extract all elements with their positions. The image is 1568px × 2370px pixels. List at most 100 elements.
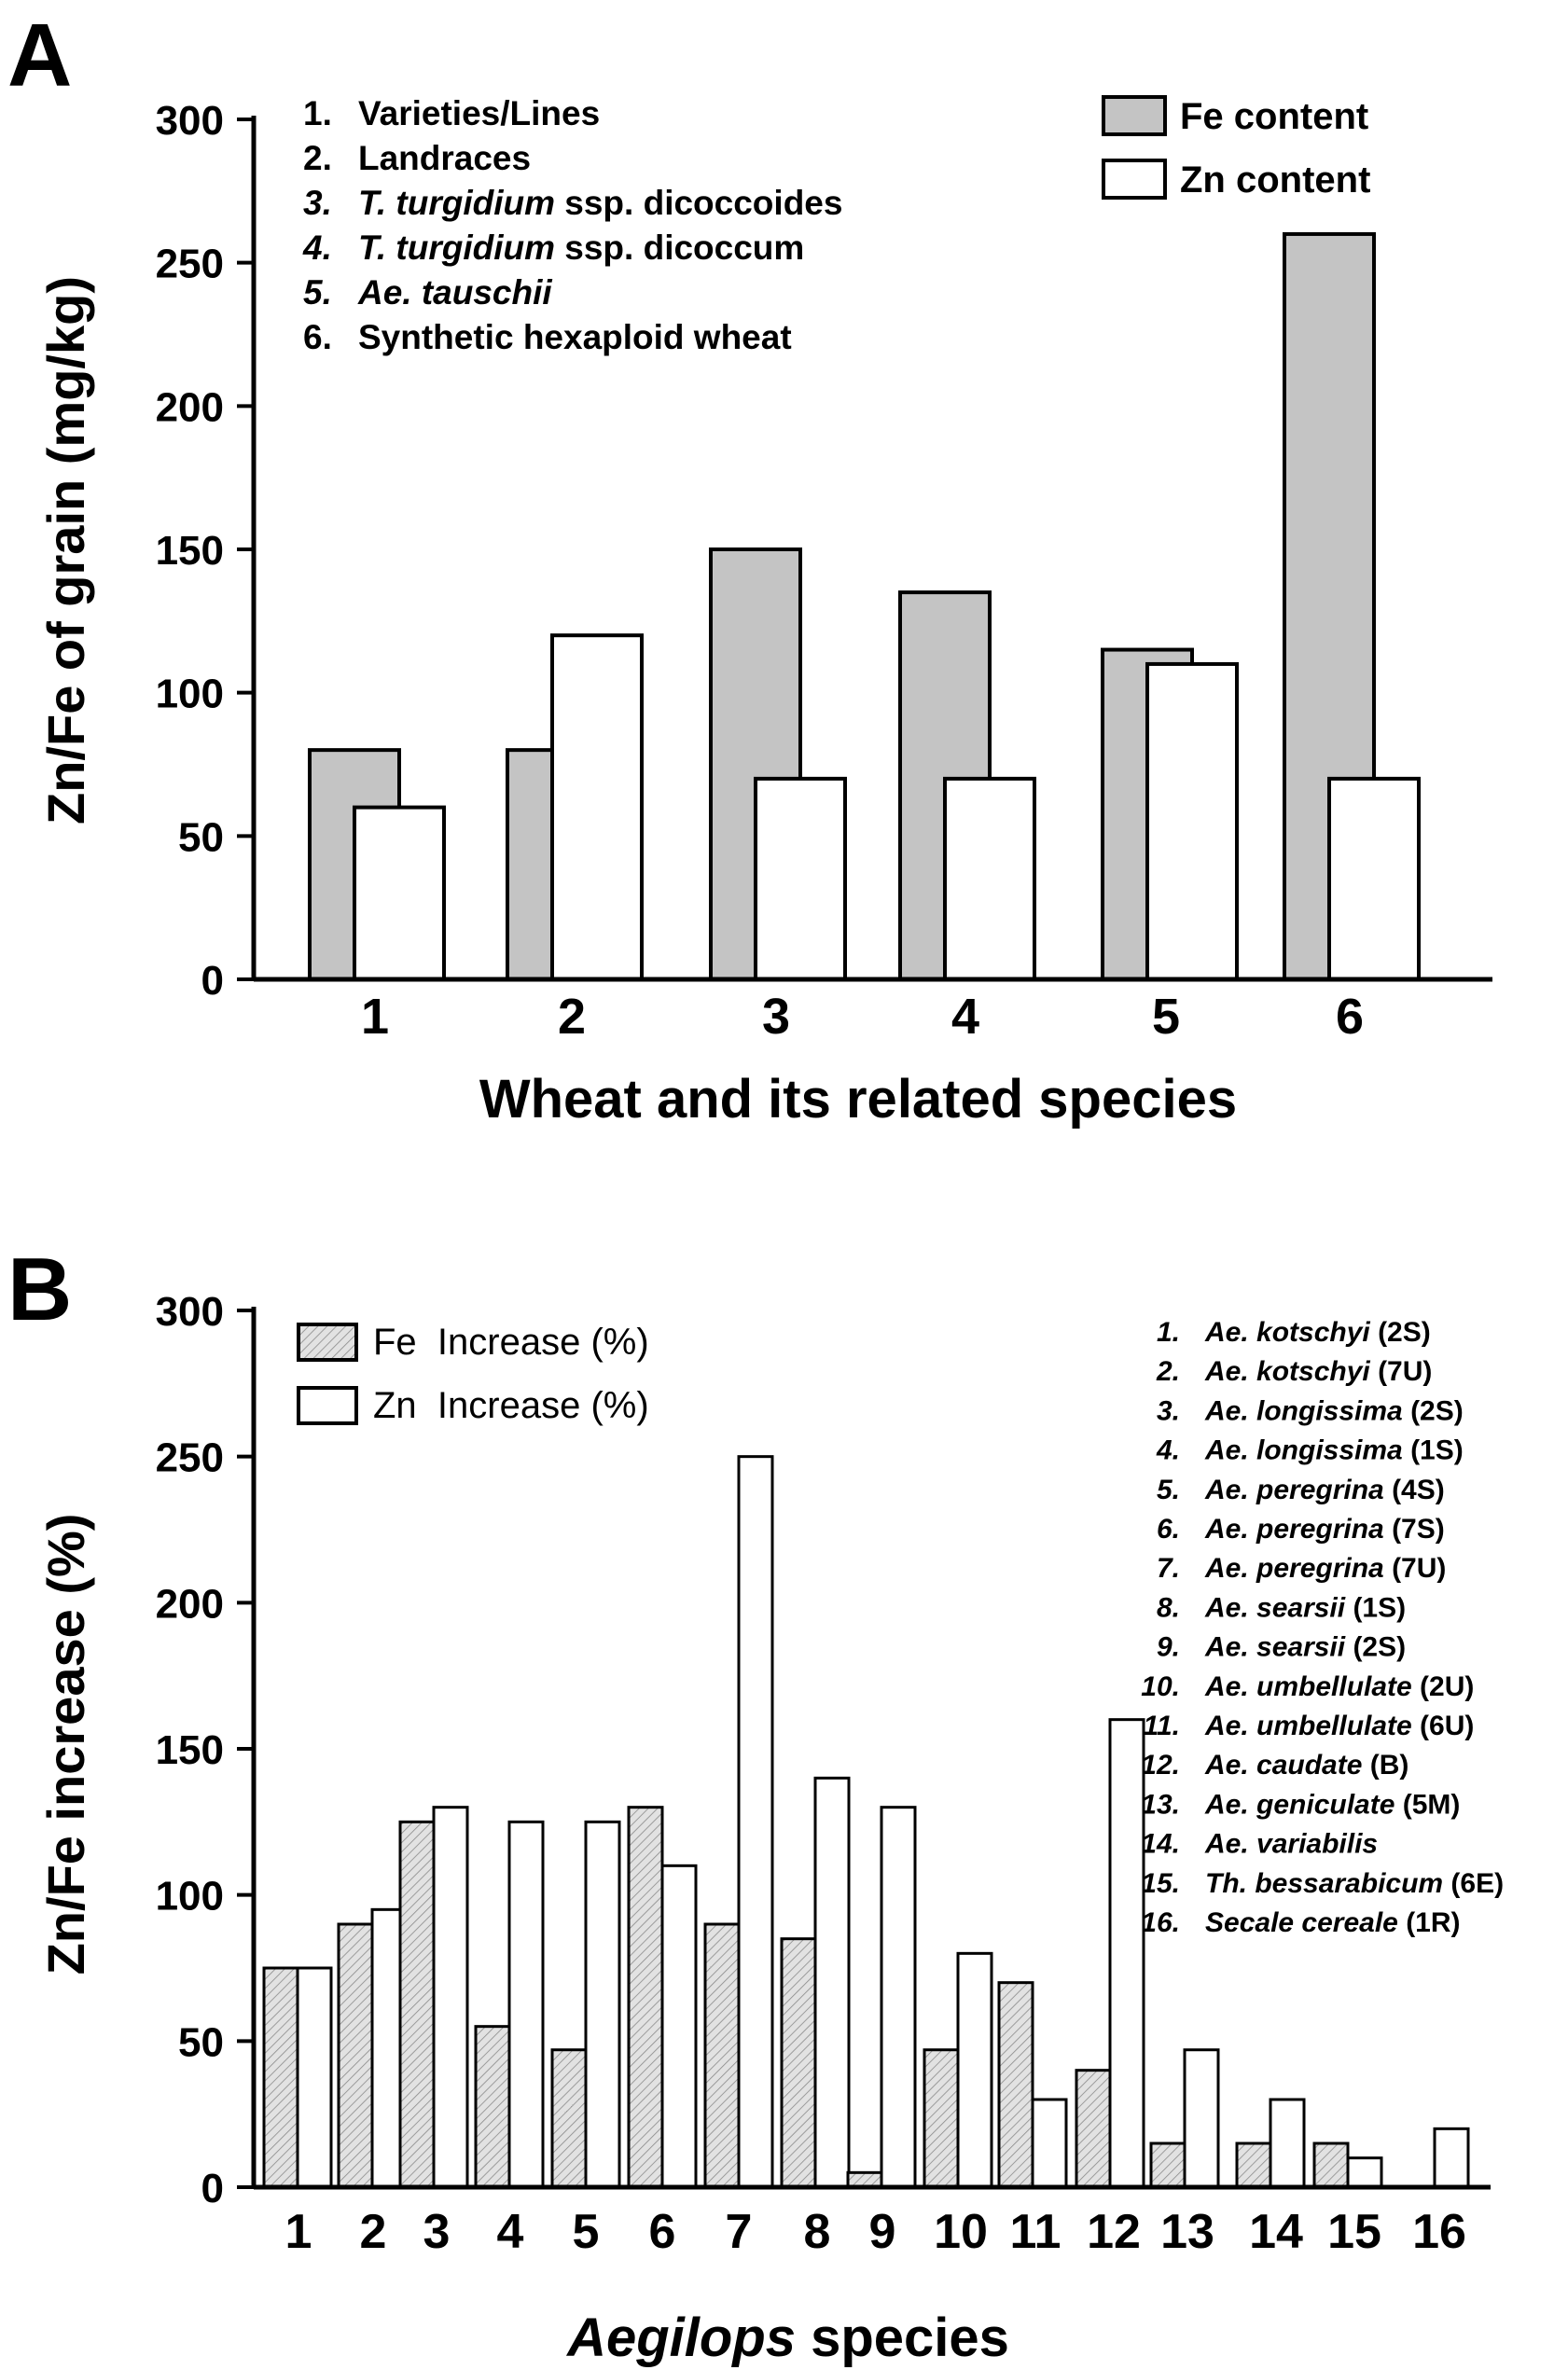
key-entry: Ae. kotschyi (7U)	[1204, 1356, 1432, 1387]
y-tick-label: 50	[178, 814, 224, 860]
x-tick-label: 15	[1327, 2205, 1381, 2259]
zn-bar	[507, 1820, 545, 2189]
panel-b-legend: Fe Increase (%) Zn Increase (%)	[297, 1322, 649, 1426]
key-entry: Synthetic hexaploid wheat	[358, 318, 792, 356]
panel-b-x-axis-title-genus: Aegilops	[565, 2308, 796, 2368]
x-tick-label: 7	[726, 2205, 753, 2259]
zn-bar	[1346, 2156, 1383, 2189]
x-tick-label: 6	[1336, 989, 1364, 1045]
zn-bar	[1145, 661, 1239, 982]
legend-swatch-zn	[297, 1386, 358, 1425]
key-number: 14.	[1141, 1829, 1180, 1860]
key-entry: Ae. umbellulate (2U)	[1204, 1671, 1474, 1702]
key-number: 4.	[1156, 1435, 1180, 1466]
x-tick-label: 5	[1152, 989, 1180, 1045]
key-number: 16.	[1141, 1907, 1180, 1938]
key-entry: T. turgidium ssp. dicoccoides	[358, 184, 842, 222]
x-tick-label: 9	[869, 2205, 896, 2259]
x-tick-label: 4	[497, 2205, 524, 2259]
y-tick-label: 150	[156, 1727, 224, 1773]
zn-bar	[660, 1864, 698, 2189]
key-number: 12.	[1141, 1750, 1180, 1781]
panel-b-letter: B	[7, 1240, 72, 1339]
key-number: 4.	[302, 229, 332, 267]
x-tick-label: 1	[361, 989, 389, 1045]
zn-bar	[1327, 776, 1421, 981]
key-entry: Ae. searsii (1S)	[1204, 1592, 1406, 1623]
key-entry: Th. bessarabicum (6E)	[1205, 1868, 1504, 1899]
x-tick-label: 3	[762, 989, 790, 1045]
key-entry: Ae. longissima (1S)	[1204, 1435, 1464, 1466]
zn-bar	[1108, 1718, 1145, 2189]
fe-bar	[262, 1966, 299, 2189]
fe-bar	[1312, 2141, 1350, 2189]
fe-bar	[337, 1922, 374, 2189]
legend-label-fe: Fe content	[1180, 96, 1368, 137]
zn-bar	[956, 1951, 993, 2189]
key-entry: Ae. peregrina (7U)	[1204, 1553, 1446, 1584]
y-tick-label: 0	[201, 958, 224, 1004]
y-tick-label: 100	[156, 1874, 224, 1920]
fe-bar	[627, 1806, 664, 2189]
fe-bar	[1235, 2141, 1272, 2189]
key-number: 7.	[1157, 1553, 1180, 1584]
zn-bar	[1031, 2098, 1068, 2189]
legend-swatch-fe	[297, 1323, 358, 1362]
key-entry: Ae. searsii (2S)	[1204, 1632, 1406, 1663]
key-number: 13.	[1141, 1789, 1180, 1820]
key-number: 2.	[1156, 1356, 1180, 1387]
fe-bar	[1075, 2069, 1112, 2189]
x-tick-label: 12	[1087, 2205, 1141, 2259]
key-number: 6.	[303, 318, 332, 356]
zn-bar	[754, 776, 847, 981]
zn-bar	[432, 1806, 469, 2189]
panel-a-x-axis-title: Wheat and its related species	[479, 1069, 1237, 1130]
zn-bar	[880, 1806, 917, 2189]
legend-swatch-fe	[1102, 95, 1167, 136]
x-tick-label: 8	[804, 2205, 831, 2259]
x-tick-label: 4	[951, 989, 979, 1045]
panel-b-category-key: 1. Ae. kotschyi (2S) 2. Ae. kotschyi (7U) 3.…	[1141, 1317, 1504, 1938]
key-number: 1.	[303, 94, 332, 132]
key-entry: Ae. longissima (2S)	[1204, 1395, 1464, 1426]
x-tick-label: 10	[934, 2205, 988, 2259]
panel-b-x-axis-title-rest: species	[796, 2308, 1009, 2368]
key-number: 11.	[1144, 1711, 1180, 1741]
y-tick-label: 250	[156, 1435, 224, 1481]
key-number: 5.	[303, 273, 332, 312]
key-entry: Landraces	[358, 139, 531, 177]
legend-swatch-zn	[1102, 159, 1167, 200]
y-tick-label: 100	[156, 672, 224, 717]
zn-bar	[1269, 2098, 1306, 2189]
key-entry: Ae. tauschii	[357, 273, 552, 312]
panel-a-letter: A	[7, 6, 72, 105]
legend-label-zn: Zn Increase (%)	[373, 1385, 649, 1426]
y-tick-label: 200	[156, 384, 224, 430]
zn-bar	[813, 1776, 851, 2189]
key-entry: Ae. peregrina (4S)	[1204, 1475, 1445, 1505]
key-number: 3.	[303, 184, 332, 222]
y-tick-label: 50	[178, 2019, 224, 2065]
y-tick-label: 200	[156, 1581, 224, 1627]
key-number: 5.	[1157, 1475, 1180, 1505]
key-entry: Ae. geniculate (5M)	[1204, 1789, 1460, 1820]
key-entry: Ae. caudate (B)	[1204, 1750, 1408, 1781]
panel-a-category-key: 1. Varieties/Lines 2. Landraces 3. T. turgidi…	[302, 94, 842, 356]
x-tick-label: 6	[649, 2205, 676, 2259]
x-tick-label: 13	[1160, 2205, 1214, 2259]
zn-bar	[550, 633, 644, 981]
fe-bar	[703, 1922, 741, 2189]
x-tick-label: 2	[360, 2205, 387, 2259]
x-tick-label: 14	[1249, 2205, 1303, 2259]
key-entry: Secale cereale (1R)	[1205, 1907, 1461, 1938]
fe-bar	[997, 1981, 1034, 2189]
panel-a: A Zn/Fe of grain (mg/kg) Wheat and its r…	[7, 6, 1492, 1130]
panel-a-y-axis-title: Zn/Fe of grain (mg/kg)	[36, 276, 95, 825]
key-number: 2.	[303, 139, 332, 177]
x-tick-label: 1	[285, 2205, 312, 2259]
zn-bar	[737, 1455, 774, 2189]
x-tick-label: 11	[1010, 2205, 1062, 2259]
key-entry: T. turgidium ssp. dicoccum	[358, 229, 804, 267]
key-entry: Ae. kotschyi (2S)	[1204, 1317, 1431, 1348]
